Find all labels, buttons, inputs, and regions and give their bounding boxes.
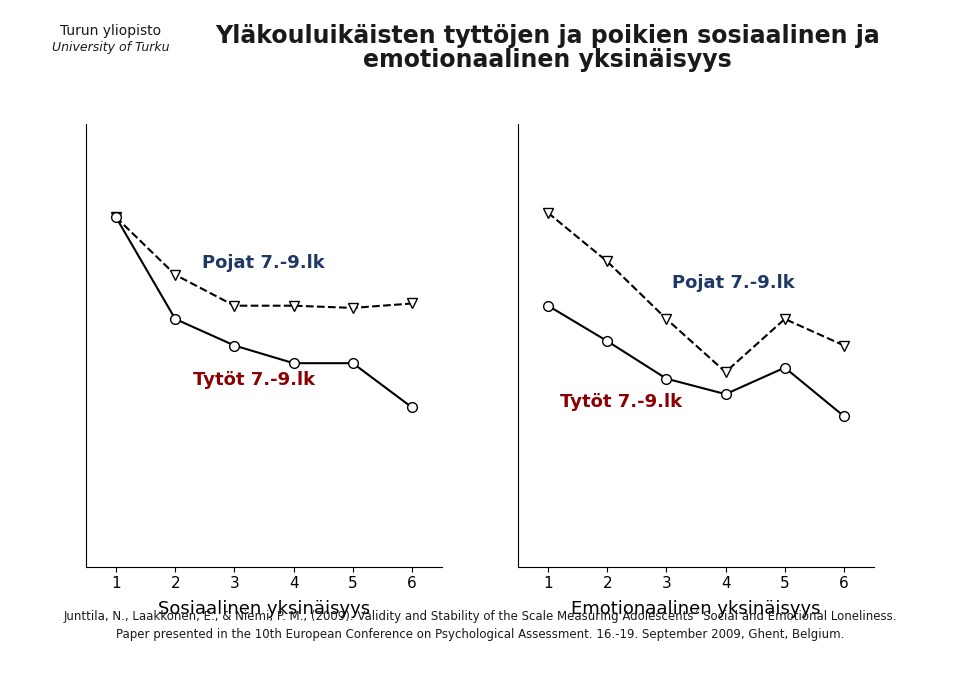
Text: Pojat 7.-9.lk: Pojat 7.-9.lk — [672, 274, 795, 292]
Text: University of Turku: University of Turku — [52, 41, 169, 55]
Text: Junttila, N., Laakkonen, E., & Niemi, P. M., (2009). Validity and Stability of t: Junttila, N., Laakkonen, E., & Niemi, P.… — [63, 609, 897, 623]
Text: Tytöt 7.-9.lk: Tytöt 7.-9.lk — [193, 371, 315, 389]
X-axis label: Emotionaalinen yksinäisyys: Emotionaalinen yksinäisyys — [571, 600, 821, 618]
Text: Tytöt 7.-9.lk: Tytöt 7.-9.lk — [560, 393, 682, 411]
Text: Paper presented in the 10th European Conference on Psychological Assessment. 16.: Paper presented in the 10th European Con… — [116, 628, 844, 641]
Text: Yläkouluikäisten tyttöjen ja poikien sosiaalinen ja: Yläkouluikäisten tyttöjen ja poikien sos… — [215, 24, 879, 48]
Text: Pojat 7.-9.lk: Pojat 7.-9.lk — [202, 254, 324, 272]
Text: Turun yliopisto: Turun yliopisto — [60, 24, 161, 38]
Text: emotionaalinen yksinäisyys: emotionaalinen yksinäisyys — [363, 48, 732, 73]
X-axis label: Sosiaalinen yksinäisyys: Sosiaalinen yksinäisyys — [158, 600, 370, 618]
